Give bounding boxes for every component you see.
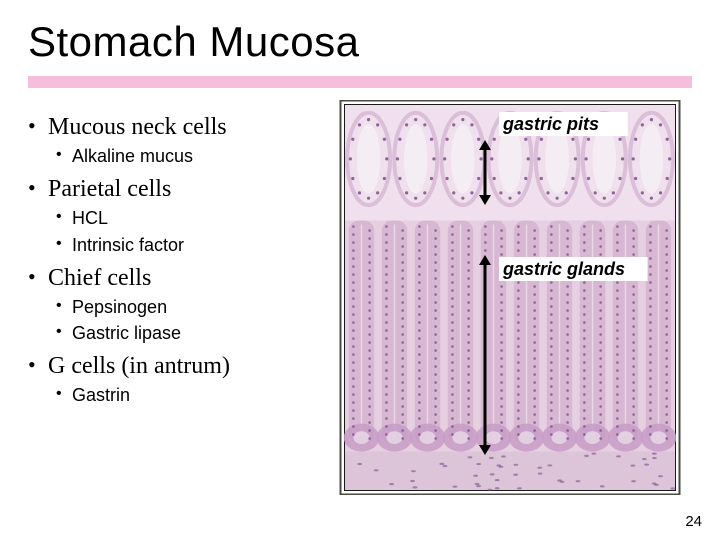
title-divider [28,76,692,88]
page-title: Stomach Mucosa [28,18,692,66]
svg-text:gastric glands: gastric glands [502,259,625,279]
bullets-column: Mucous neck cells Alkaline mucus Parieta… [28,100,328,495]
page-number: 24 [685,513,702,530]
histology-svg: gastric pits gastric glands [328,100,692,495]
bullet-intrinsic-factor: Intrinsic factor [28,233,328,257]
svg-text:gastric pits: gastric pits [502,114,599,134]
bullet-parietal-cells: Parietal cells [28,174,328,204]
histology-figure: gastric pits gastric glands [328,100,692,495]
bullet-g-cells: G cells (in antrum) [28,351,328,381]
bullet-gastrin: Gastrin [28,383,328,407]
bullet-pepsinogen: Pepsinogen [28,295,328,319]
bullet-alkaline-mucus: Alkaline mucus [28,144,328,168]
bullet-hcl: HCL [28,206,328,230]
bullet-chief-cells: Chief cells [28,263,328,293]
slide: Stomach Mucosa Mucous neck cells Alkalin… [0,0,720,540]
bullet-gastric-lipase: Gastric lipase [28,321,328,345]
body-row: Mucous neck cells Alkaline mucus Parieta… [28,100,692,495]
bullet-mucous-neck-cells: Mucous neck cells [28,112,328,142]
